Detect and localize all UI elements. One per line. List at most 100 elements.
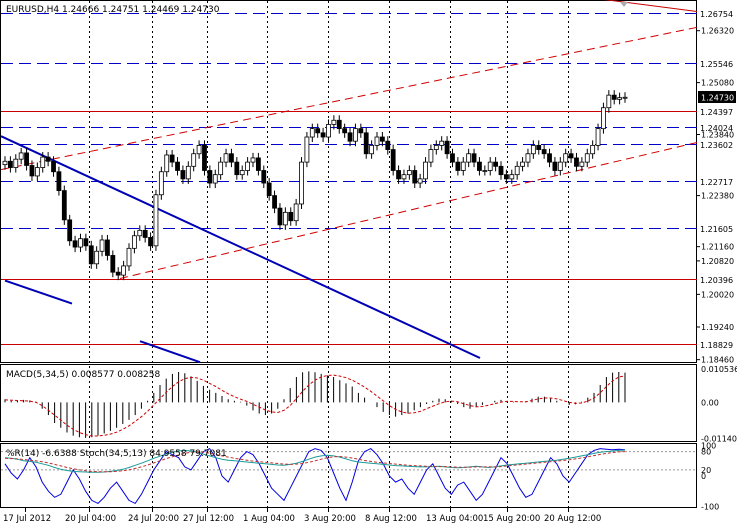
candle-89: [482, 165, 488, 176]
candle-17: [94, 246, 100, 269]
candle-body-35: [191, 153, 197, 167]
candle-body-60: [326, 124, 331, 138]
macd-tick-label-1: 0.00: [701, 398, 719, 407]
candle-body-2: [13, 158, 19, 168]
candle-39: [212, 169, 218, 189]
candle-body-81: [439, 140, 445, 146]
candle-60: [326, 119, 331, 143]
macd-axis: 0.010536 0.00 -0.01140: [701, 365, 737, 444]
candle-body-38: [207, 170, 213, 184]
candle-91: [493, 157, 499, 172]
candle-35: [191, 148, 197, 172]
candle-63: [342, 123, 348, 138]
time-label-0: 17 Jul 2012: [3, 514, 51, 524]
candle-19: [105, 234, 110, 261]
osc-series-1: [4, 449, 626, 473]
candle-6: [34, 162, 40, 181]
level-badge-3: [698, 121, 736, 133]
candle-55: [299, 157, 304, 209]
price-tick-label-2: 1.23840: [701, 131, 734, 140]
candle-50: [272, 190, 277, 214]
candle-36: [196, 140, 202, 159]
price-tick-label-0: 1.26320: [701, 27, 734, 36]
time-label-8: 15 Aug 20:00: [483, 514, 540, 524]
candle-2: [13, 154, 19, 173]
candle-30: [164, 149, 170, 177]
candle-body-25: [137, 229, 143, 237]
candle-body-93: [503, 174, 509, 180]
candle-body-45: [245, 161, 251, 171]
candle-88: [477, 157, 482, 176]
candle-4: [24, 147, 29, 171]
level-label-3: 1.24024: [700, 124, 733, 133]
candle-32: [175, 157, 180, 176]
candle-3: [18, 147, 24, 165]
time-label-1: 20 Jul 04:00: [65, 514, 116, 524]
osc-tick-label-1: 80: [701, 448, 711, 457]
level-label-4: 1.23602: [700, 141, 733, 150]
candle-96: [520, 157, 525, 172]
candle-77: [417, 173, 423, 189]
candle-79: [428, 144, 434, 168]
candle-body-1: [7, 160, 13, 168]
candle-115: [622, 92, 628, 103]
candle-72: [390, 144, 396, 176]
candle-body-41: [223, 153, 229, 163]
candle-92: [498, 161, 504, 180]
candle-body-21: [115, 271, 121, 276]
candle-111: [601, 102, 606, 134]
candle-body-28: [153, 194, 159, 247]
osc-tick-label-3: 0: [701, 472, 706, 481]
macd-tick-label-0: 0.010536: [701, 365, 737, 374]
candle-body-89: [482, 170, 488, 172]
candle-105: [568, 148, 574, 163]
candle-body-95: [514, 165, 520, 176]
candle-body-26: [142, 229, 148, 238]
candle-31: [169, 149, 175, 168]
candle-body-110: [595, 128, 601, 146]
candle-66: [358, 123, 364, 138]
candle-114: [617, 92, 623, 105]
candle-71: [385, 136, 391, 155]
candle-40: [218, 157, 224, 180]
level-badge-7: [698, 273, 736, 285]
price-tick-label-1: 1.25080: [701, 79, 734, 88]
candle-104: [563, 148, 569, 168]
candle-81: [439, 136, 445, 151]
candle-97: [525, 148, 531, 168]
candle-70: [379, 131, 385, 147]
candle-68: [369, 140, 375, 159]
candle-10: [56, 166, 62, 196]
candle-73: [396, 165, 401, 184]
macd-series: [4, 371, 626, 438]
candle-body-99: [536, 144, 542, 150]
candle-37: [202, 140, 207, 176]
time-axis: 17 Jul 2012 20 Jul 04:00 24 Jul 20:00 27 Ju…: [3, 508, 601, 524]
candle-20: [110, 250, 116, 278]
candle-34: [185, 161, 191, 184]
candle-body-11: [61, 190, 67, 221]
candle-101: [547, 148, 552, 168]
candle-58: [315, 123, 321, 138]
osc-series-2: [4, 451, 626, 473]
candle-body-10: [56, 171, 62, 191]
time-label-6: 8 Aug 12:00: [365, 514, 417, 524]
candle-99: [536, 140, 542, 155]
candle-38: [207, 165, 213, 189]
oscillator-panel-frame: [0, 443, 697, 508]
time-label-3: 27 Jul 12:00: [183, 514, 234, 524]
candle-body-56: [304, 136, 310, 163]
macd-signal-line: [4, 374, 626, 437]
candle-body-39: [212, 174, 218, 184]
time-label-7: 13 Aug 04:00: [426, 514, 483, 524]
candle-body-9: [51, 160, 56, 173]
candle-body-101: [547, 153, 552, 163]
candle-body-44: [239, 170, 245, 176]
candle-15: [83, 233, 89, 251]
candle-body-72: [390, 149, 396, 171]
candle-106: [574, 152, 579, 172]
downtrend-line-upper: [0, 135, 481, 359]
candle-94: [509, 169, 515, 184]
scroll-marker-icon[interactable]: [620, 2, 628, 7]
candle-61: [331, 115, 337, 130]
